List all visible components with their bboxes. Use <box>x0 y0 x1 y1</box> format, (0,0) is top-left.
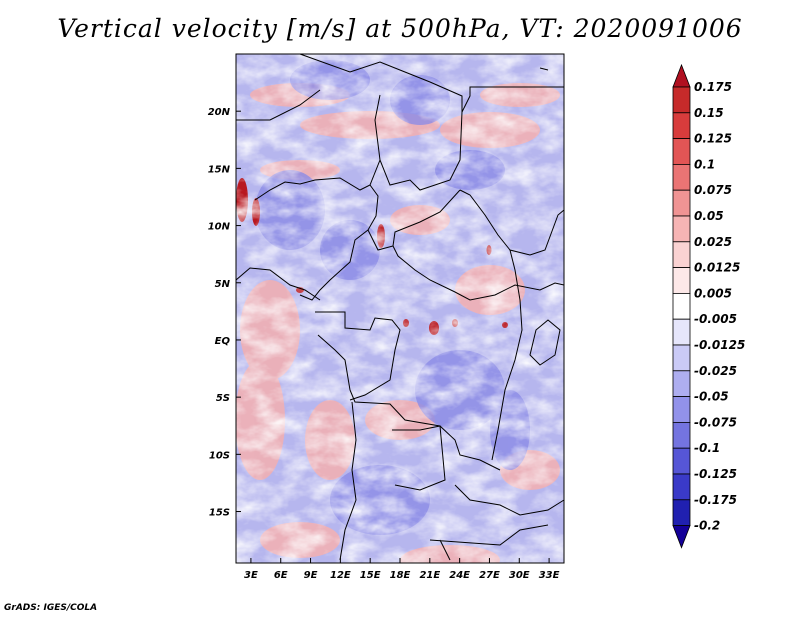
colorbar-level-label: 0.1 <box>694 157 715 171</box>
colorbar-level-label: 0.025 <box>694 235 732 249</box>
colorbar-box <box>672 138 691 165</box>
colorbar-box <box>672 473 691 501</box>
colorbar-box <box>672 292 691 320</box>
colorbar-level-label: -0.025 <box>694 364 737 378</box>
x-tick-label: 30E <box>509 570 530 581</box>
colorbar-box <box>672 267 691 294</box>
x-tick-label: 27E <box>479 570 500 581</box>
x-tick-label: 15E <box>360 570 381 581</box>
axis-ticks <box>236 110 550 563</box>
axis-labels: 3E 6E 9E 12E 15E 18E 21E 24E 27E 30E 33E 20N 15N 10N 5… <box>208 107 560 581</box>
colorbar-labels: 0.175 0.15 0.125 0.1 0.075 0.05 0.025 0.0125 0.0… <box>694 80 745 533</box>
grads-credit: GrADS: IGES/COLA <box>4 603 98 613</box>
y-tick-label: 10N <box>208 222 231 233</box>
colorbar-box <box>672 241 691 269</box>
colorbar-level-label: 0.15 <box>694 106 724 120</box>
x-tick-label: 3E <box>244 570 258 581</box>
colorbar-level-label: -0.075 <box>694 415 737 429</box>
colorbar-level-label: 0.175 <box>694 80 732 94</box>
colorbar-box <box>672 499 691 526</box>
colorbar-box <box>672 189 691 217</box>
colorbar-box <box>672 370 691 397</box>
colorbar-level-label: -0.175 <box>694 493 737 507</box>
colorbar-box <box>672 447 691 475</box>
y-tick-label: 5N <box>215 279 231 290</box>
colorbar-level-label: -0.1 <box>694 441 720 455</box>
vertical-velocity-field <box>236 54 564 563</box>
colorbar-box <box>672 396 691 423</box>
colorbar-level-label: -0.2 <box>694 519 720 533</box>
y-tick-label: 15S <box>209 508 230 519</box>
colorbar-box <box>672 421 691 449</box>
colorbar-level-label: -0.0125 <box>694 338 745 352</box>
colorbar-box <box>672 318 691 346</box>
y-tick-label: 15N <box>208 164 231 175</box>
x-tick-label: 6E <box>274 570 288 581</box>
country-borders <box>235 53 565 561</box>
colorbar-box <box>672 163 691 191</box>
colorbar-level-label: -0.05 <box>694 390 729 404</box>
y-tick-label: 5S <box>216 393 230 404</box>
colorbar-level-label: 0.005 <box>694 286 732 300</box>
chart-title: Vertical velocity [m/s] at 500hPa, VT: 2… <box>57 14 743 43</box>
colorbar-box <box>672 112 691 140</box>
colorbar-level-label: 0.0125 <box>694 261 740 275</box>
x-tick-label: 18E <box>390 570 411 581</box>
y-tick-label: 10S <box>209 450 230 461</box>
y-tick-label: 20N <box>208 107 231 118</box>
y-tick-label: EQ <box>215 336 231 347</box>
colorbar-box <box>672 215 691 243</box>
x-tick-label: 24E <box>449 570 470 581</box>
colorbar-level-label: 0.075 <box>694 183 732 197</box>
x-tick-label: 9E <box>304 570 318 581</box>
colorbar-level-label: 0.05 <box>694 209 724 223</box>
x-tick-label: 21E <box>419 570 440 581</box>
colorbar-level-label: 0.125 <box>694 132 732 146</box>
colorbar-boxes <box>672 63 691 549</box>
colorbar-box <box>672 344 691 372</box>
colorbar-level-label: -0.005 <box>694 312 737 326</box>
colorbar-box <box>672 86 691 114</box>
colorbar-extend-min <box>672 525 691 549</box>
x-tick-label: 33E <box>539 570 560 581</box>
colorbar-extend-max <box>672 63 691 88</box>
x-tick-label: 12E <box>330 570 351 581</box>
colorbar-level-label: -0.125 <box>694 467 737 481</box>
